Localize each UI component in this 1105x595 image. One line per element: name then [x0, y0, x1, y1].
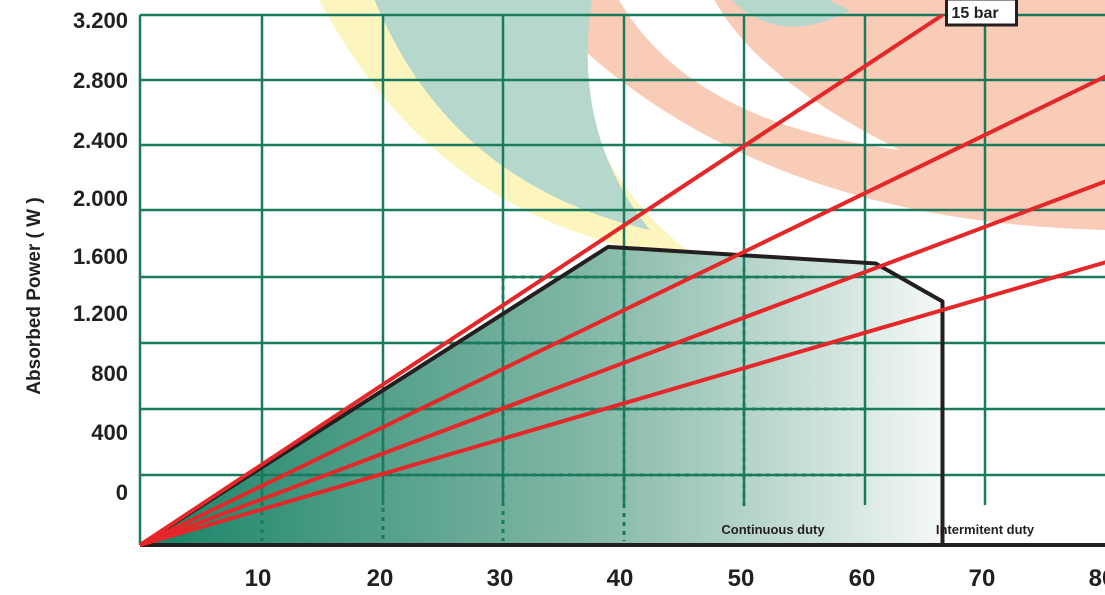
series-line-2	[139, 179, 1105, 547]
y-tick-label: 1.600	[73, 244, 128, 269]
x-tick-label: 80	[1089, 565, 1105, 592]
continuous-duty-label: Continuous duty	[721, 522, 825, 537]
y-tick-label: 2.800	[73, 68, 128, 93]
series-line-0	[138, 13, 944, 547]
y-tick-label: 3.200	[73, 8, 128, 33]
series-label-0: 15 bar	[952, 5, 999, 22]
x-tick-label: 20	[367, 565, 394, 592]
x-tick-label: 40	[607, 565, 634, 592]
background-watermark	[319, 0, 1105, 260]
y-tick-label: 1.200	[73, 301, 128, 326]
x-tick-label: 70	[969, 565, 996, 592]
x-tick-label: 60	[849, 565, 876, 592]
x-tick-label: 30	[487, 565, 514, 592]
y-axis-label: Absorbed Power ( W )	[24, 197, 45, 394]
y-tick-label: 0	[116, 480, 128, 505]
y-tick-label: 2.000	[73, 186, 128, 211]
x-tick-label: 10	[245, 565, 272, 592]
continuous-duty-boundary	[138, 244, 945, 547]
series-line-3	[139, 260, 1105, 547]
y-tick-label: 800	[91, 361, 128, 386]
y-tick-label: 2.400	[73, 128, 128, 153]
x-tick-label: 50	[728, 565, 755, 592]
intermittent-duty-label: Intermitent duty	[936, 522, 1035, 537]
series-line-1	[139, 74, 1105, 547]
series-label-box	[945, 0, 1018, 27]
y-tick-label: 400	[91, 420, 128, 445]
